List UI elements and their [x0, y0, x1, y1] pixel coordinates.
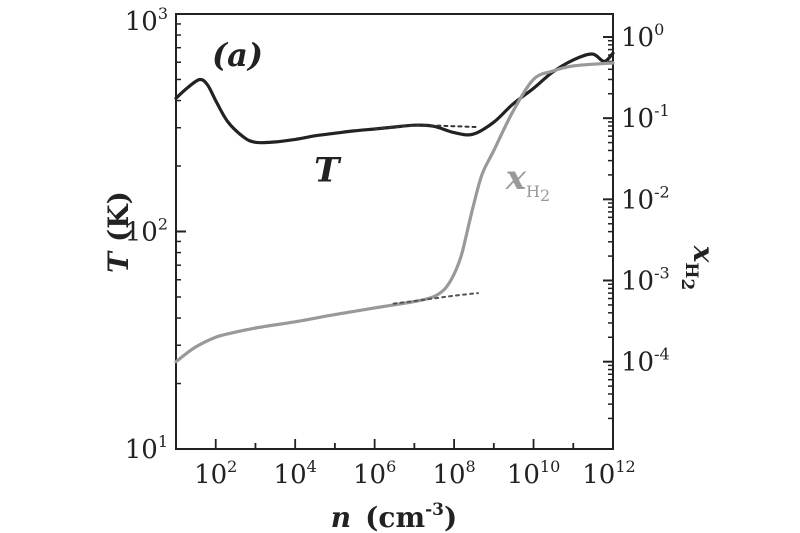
- left-tick-label: 101: [125, 432, 168, 465]
- bottom-tick-label: 106: [353, 457, 396, 490]
- bottom-axis-ticks: 102 104 106 108 1010 1012: [175, 439, 636, 490]
- bottom-tick-label: 102: [194, 457, 237, 490]
- bottom-tick-label: 104: [274, 457, 317, 490]
- right-tick-label: 10-2: [621, 182, 670, 215]
- bottom-tick-label: 1010: [507, 457, 560, 490]
- right-tick-label: 100: [621, 20, 664, 53]
- series-line-xh2-dotted: [392, 292, 479, 305]
- curve-label-t: T: [314, 150, 342, 190]
- right-tick-label: 10-3: [621, 264, 670, 297]
- plot-frame: [175, 13, 614, 450]
- panel-label: (a): [212, 36, 263, 74]
- bottom-tick-label: 108: [432, 457, 475, 490]
- left-tick-label: 103: [125, 4, 168, 37]
- series-line-t-dotted: [373, 124, 479, 130]
- series-line-xh2: [174, 61, 615, 364]
- right-tick-label: 10-1: [621, 101, 670, 134]
- left-axis-ticks: 101 102 103: [125, 4, 186, 465]
- left-axis-title: T(K): [102, 191, 135, 273]
- left-tick-label: 102: [125, 215, 168, 248]
- bottom-tick-label: 1012: [582, 457, 635, 490]
- x-axis-title: n (cm-3): [331, 500, 457, 533]
- right-axis-title: xH2: [677, 245, 720, 291]
- right-tick-label: 10-4: [621, 345, 670, 378]
- right-axis-ticks: 100 10-1 10-2 10-3 10-4: [603, 20, 670, 420]
- curve-label-xh2: xH2: [505, 158, 550, 205]
- series-layer: [174, 51, 615, 364]
